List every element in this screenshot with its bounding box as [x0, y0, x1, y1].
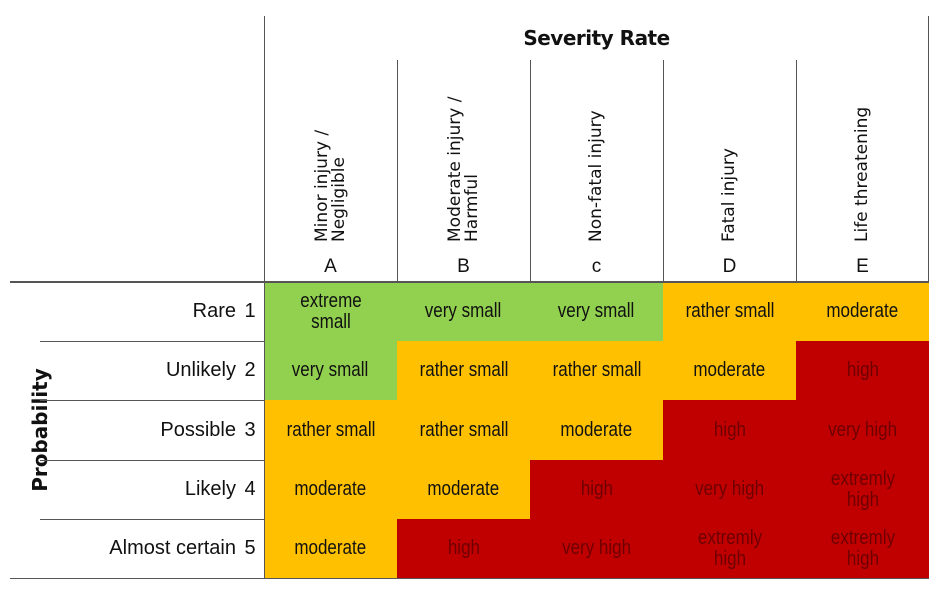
risk-cell: extreme small [264, 282, 397, 341]
risk-cell-label: moderate [826, 300, 899, 322]
column-header: Fatal injury D [663, 60, 796, 282]
risk-cell: rather small [530, 341, 663, 400]
column-letter: E [856, 256, 869, 277]
risk-cell-label: extremly high [830, 526, 895, 570]
risk-cell: very high [796, 400, 929, 460]
risk-cell-label: high [447, 537, 480, 559]
table-bottom-line [10, 578, 929, 579]
column-letter: B [457, 256, 470, 277]
column-header: Minor injury / Negligible A [264, 60, 397, 282]
severity-rate-title: Severity Rate [523, 26, 670, 50]
row-label: Almost certain [109, 537, 236, 559]
column-header-label: Moderate injury / Harmful [444, 96, 482, 242]
risk-cell-label: moderate [294, 478, 367, 500]
risk-cell-label: moderate [427, 478, 500, 500]
risk-cell: high [663, 400, 796, 460]
risk-cell: high [796, 341, 929, 400]
row-divider [40, 341, 264, 342]
header-left-divider [264, 16, 265, 578]
risk-cell-label: very small [425, 300, 502, 322]
column-header: Non-fatal injury c [530, 60, 663, 282]
risk-cell-label: very high [562, 537, 631, 559]
column-header: Life threatening E [796, 60, 929, 282]
risk-cell: moderate [264, 460, 397, 519]
risk-cell-label: extremly high [830, 467, 895, 511]
risk-cell: rather small [663, 282, 796, 341]
risk-cell: rather small [264, 400, 397, 460]
risk-cell-label: very high [695, 478, 764, 500]
column-header-label: Minor injury / Negligible [311, 129, 349, 242]
column-header-label: Life threatening [852, 106, 872, 242]
risk-cell: high [530, 460, 663, 519]
header-right-divider [928, 16, 929, 282]
risk-cell-label: rather small [552, 359, 641, 381]
risk-cell: rather small [397, 400, 530, 460]
column-header: Moderate injury / Harmful B [397, 60, 530, 282]
row-divider [40, 400, 264, 401]
risk-cell: moderate [530, 400, 663, 460]
risk-cell-label: very high [828, 418, 897, 441]
row-divider [40, 460, 264, 461]
risk-cell: very small [530, 282, 663, 341]
row-number: 5 [244, 537, 256, 559]
risk-cell: moderate [397, 460, 530, 519]
row-number: 3 [244, 418, 256, 441]
risk-cell-label: moderate [560, 418, 633, 441]
column-divider [530, 60, 531, 282]
risk-cell-label: extremly high [697, 526, 762, 570]
row-number: 1 [244, 300, 256, 322]
column-header-label: Fatal injury [719, 148, 739, 242]
column-header-label: Non-fatal injury [586, 110, 606, 242]
risk-cell-label: rather small [286, 418, 375, 441]
row-label: Rare [192, 300, 236, 322]
risk-cell-label: rather small [419, 418, 508, 441]
risk-cell: extremly high [796, 519, 929, 578]
risk-cell: moderate [264, 519, 397, 578]
column-letter: A [324, 256, 337, 277]
risk-cell-label: moderate [693, 359, 766, 381]
risk-cell-label: moderate [294, 537, 367, 559]
header-bottom-divider [10, 281, 929, 283]
risk-cell: extremly high [663, 519, 796, 578]
risk-cell-label: high [580, 478, 613, 500]
risk-cell: extremly high [796, 460, 929, 519]
risk-cell: moderate [663, 341, 796, 400]
risk-cell-label: high [713, 418, 746, 441]
risk-cell-label: high [846, 359, 879, 381]
risk-cell-label: extreme small [299, 289, 362, 333]
column-divider [397, 60, 398, 282]
row-label: Likely [184, 478, 236, 500]
row-number: 4 [244, 478, 256, 500]
column-letter: c [591, 256, 602, 277]
column-divider [663, 60, 664, 282]
risk-cell: very high [663, 460, 796, 519]
risk-cell-label: very small [292, 359, 369, 381]
risk-cell-label: rather small [419, 359, 508, 381]
row-label: Possible [160, 418, 236, 441]
column-divider [796, 60, 797, 282]
column-letter: D [722, 256, 737, 277]
risk-cell: rather small [397, 341, 530, 400]
risk-cell-label: very small [558, 300, 635, 322]
row-number: 2 [244, 359, 256, 381]
risk-cell: very high [530, 519, 663, 578]
risk-cell: very small [264, 341, 397, 400]
risk-cell: moderate [796, 282, 929, 341]
risk-cell-label: rather small [685, 300, 774, 322]
row-divider [40, 519, 264, 520]
row-label: Unlikely [165, 359, 236, 381]
risk-cell: very small [397, 282, 530, 341]
risk-cell: high [397, 519, 530, 578]
